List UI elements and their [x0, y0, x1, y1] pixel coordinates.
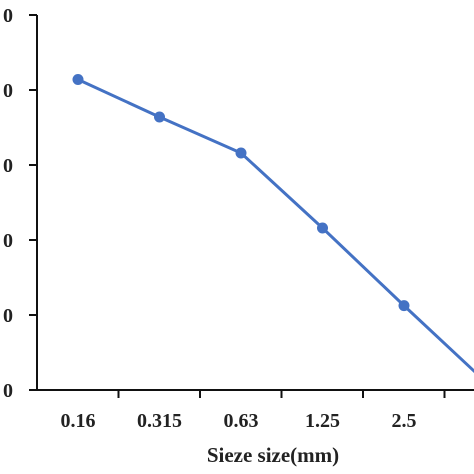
x-tick-label: 0.315: [137, 410, 182, 432]
x-tick-label: 1.25: [305, 410, 340, 432]
series-line: [77, 78, 474, 374]
data-point: [154, 111, 165, 123]
y-tick-label: 0: [3, 230, 13, 252]
y-tick-label: 0: [3, 380, 13, 402]
x-tick-label: 0.16: [61, 410, 96, 432]
y-tick-label: 0: [3, 305, 13, 327]
y-ticks: 0 0 0 0 0 0: [3, 5, 37, 402]
x-tick-label: 0.63: [224, 410, 259, 432]
x-tick-label: 2.5: [392, 410, 417, 432]
data-point: [317, 222, 328, 234]
x-axis-title: Sieze size(mm): [207, 443, 339, 467]
y-tick-label: 0: [3, 80, 13, 102]
y-tick-label: 0: [3, 155, 13, 177]
data-point: [398, 300, 410, 312]
series-group: [72, 74, 474, 374]
data-point: [235, 147, 247, 159]
data-point: [72, 74, 84, 85]
y-tick-label: 0: [3, 5, 13, 27]
